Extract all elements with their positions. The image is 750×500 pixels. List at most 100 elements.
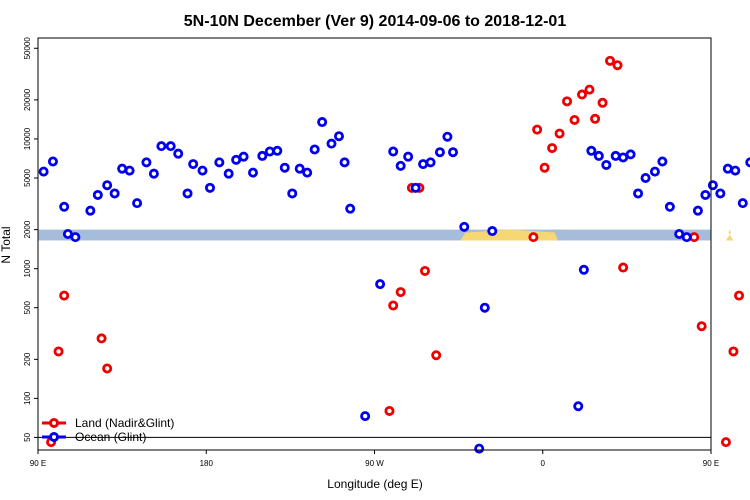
ocean-point xyxy=(487,226,498,237)
ocean-point xyxy=(692,205,703,216)
land-point xyxy=(395,287,406,298)
ocean-point xyxy=(395,160,406,171)
ocean-band-edge xyxy=(553,229,566,241)
land-point xyxy=(577,89,588,100)
ocean-point xyxy=(375,279,386,290)
data-points xyxy=(38,55,750,454)
ocean-point xyxy=(204,182,215,193)
ocean-point xyxy=(309,144,320,155)
ocean-point xyxy=(681,232,692,243)
ocean-point xyxy=(573,401,584,412)
land-point xyxy=(431,350,442,361)
land-point xyxy=(605,55,616,66)
land-point xyxy=(612,60,623,71)
landmask-band xyxy=(38,229,734,241)
ocean-point xyxy=(85,205,96,216)
ocean-point xyxy=(294,163,305,174)
ocean-point xyxy=(317,117,328,128)
legend: Land (Nadir&Glint) Ocean (Glint) xyxy=(42,416,174,444)
ocean-point xyxy=(70,232,81,243)
ocean-point xyxy=(410,182,421,193)
ocean-band xyxy=(38,229,711,241)
ocean-point xyxy=(360,411,371,422)
land-point xyxy=(388,300,399,311)
ocean-point xyxy=(109,188,120,199)
ocean-point xyxy=(625,149,636,160)
ocean-point xyxy=(388,146,399,157)
x-tick-label: 90 E xyxy=(30,459,46,468)
ocean-point xyxy=(434,147,445,158)
plot-frame xyxy=(37,37,712,451)
ocean-point xyxy=(442,131,453,142)
ocean-point xyxy=(132,198,143,209)
land-point xyxy=(590,113,601,124)
ocean-point xyxy=(707,180,718,191)
ocean-point xyxy=(59,201,70,212)
y-tick-label: 20000 xyxy=(23,88,32,111)
ocean-point xyxy=(231,154,242,165)
y-tick-label: 50000 xyxy=(23,37,32,60)
y-tick-label: 100 xyxy=(23,391,32,405)
ocean-point xyxy=(345,203,356,214)
land-point xyxy=(696,321,707,332)
land-point xyxy=(384,405,395,416)
y-tick-label: 10000 xyxy=(23,127,32,150)
series-ocean xyxy=(38,117,750,454)
ocean-point xyxy=(339,157,350,168)
x-tick-label: 90 E xyxy=(703,459,719,468)
ocean-point xyxy=(326,138,337,149)
ocean-point xyxy=(586,145,597,156)
ocean-point xyxy=(745,157,750,168)
ocean-point xyxy=(333,131,344,142)
ocean-point xyxy=(257,150,268,161)
ocean-point xyxy=(272,145,283,156)
ocean-point xyxy=(223,168,234,179)
ocean-point xyxy=(633,188,644,199)
ocean-point xyxy=(459,221,470,232)
ocean-point xyxy=(664,201,675,212)
chart-title: 5N-10N December (Ver 9) 2014-09-06 to 20… xyxy=(184,13,567,30)
y-tick-label: 1000 xyxy=(23,259,32,277)
legend-label-land: Land (Nadir&Glint) xyxy=(75,416,174,430)
legend-item-ocean: Ocean (Glint) xyxy=(42,430,146,444)
legend-item-land: Land (Nadir&Glint) xyxy=(42,416,174,430)
ocean-point xyxy=(182,188,193,199)
y-tick-label: 50 xyxy=(23,432,32,441)
land-point xyxy=(532,124,543,135)
land-point xyxy=(96,333,107,344)
ocean-point xyxy=(141,157,152,168)
ocean-point xyxy=(287,188,298,199)
ocean-point xyxy=(102,180,113,191)
ocean-point xyxy=(197,165,208,176)
land-point xyxy=(554,128,565,139)
ocean-point xyxy=(92,189,103,200)
land-point xyxy=(59,290,70,301)
ocean-point xyxy=(425,157,436,168)
land-point xyxy=(597,97,608,108)
ocean-point xyxy=(657,156,668,167)
ocean-point xyxy=(737,198,748,209)
y-tick-label: 500 xyxy=(23,300,32,314)
ocean-point xyxy=(610,150,621,161)
ocean-point xyxy=(418,159,429,170)
ocean-point xyxy=(47,156,58,167)
land-point xyxy=(53,346,64,357)
land-point xyxy=(734,290,745,301)
y-tick-label: 2000 xyxy=(23,220,32,238)
ocean-point xyxy=(238,151,249,162)
land-point xyxy=(562,96,573,107)
y-axis: 50 100 200 500 1000 2000 5000 10000 20000 50000 xyxy=(23,37,38,442)
land-point xyxy=(539,162,550,173)
ocean-point xyxy=(448,147,459,158)
x-tick-label: 0 xyxy=(541,459,546,468)
ocean-point xyxy=(214,157,225,168)
ocean-point xyxy=(474,443,485,454)
y-axis-label: N Total xyxy=(0,226,13,263)
land-point xyxy=(728,346,739,357)
land-patch xyxy=(725,229,734,241)
y-tick-label: 200 xyxy=(23,352,32,366)
x-axis: 90 E 180 90 W 0 90 E xyxy=(30,450,719,468)
ocean-point xyxy=(403,151,414,162)
land-point xyxy=(419,265,430,276)
